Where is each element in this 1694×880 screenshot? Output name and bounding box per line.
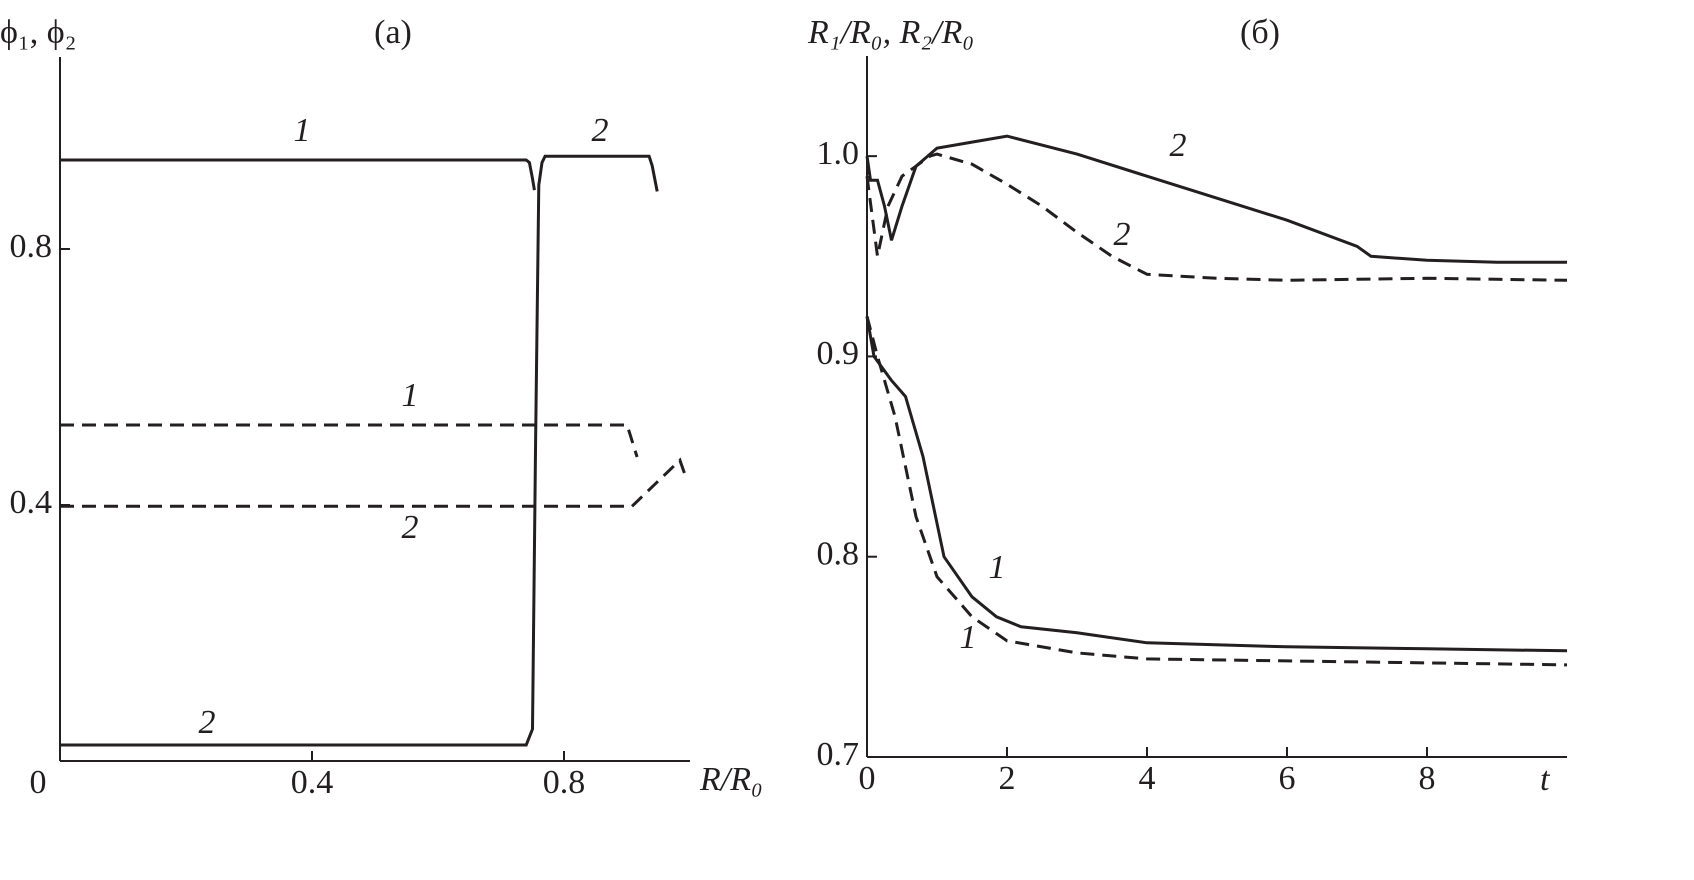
y-tick-label: 1.0 <box>817 135 860 172</box>
curve-label: 1 <box>989 549 1006 586</box>
curve <box>60 423 639 458</box>
x-tick-label: 8 <box>1419 760 1436 797</box>
x-tick-label: 0.8 <box>543 764 586 801</box>
x-tick-label: 2 <box>999 760 1016 797</box>
y-tick-label: 0.4 <box>10 484 53 521</box>
y-tick-label: 0.8 <box>817 536 860 573</box>
y-tick-label: 0.7 <box>817 736 860 773</box>
y-tick-label: 0.8 <box>10 228 53 265</box>
curve-label: 2 <box>1114 216 1131 253</box>
curve <box>865 316 1568 667</box>
x-axis-label: R/R₀ <box>699 761 763 798</box>
curve-label: 1 <box>960 619 977 656</box>
curve-label: 2 <box>1170 127 1187 164</box>
panel-title: (a) <box>374 14 412 51</box>
y-axis-label: R₁/R₀, R₂/R₀ <box>807 14 974 51</box>
curve <box>60 154 659 747</box>
curve <box>60 158 536 191</box>
curve-label: 1 <box>402 377 419 414</box>
curve-label: 2 <box>199 704 216 741</box>
curve-label: 2 <box>402 509 419 546</box>
curve <box>865 152 1568 282</box>
x-tick-label: 0 <box>859 760 876 797</box>
panel-title: (б) <box>1240 14 1280 51</box>
x-tick-label: 0.4 <box>291 764 334 801</box>
curve-label: 2 <box>592 112 609 149</box>
x-tick-label: 6 <box>1279 760 1296 797</box>
curve-label: 1 <box>294 112 311 149</box>
x-tick-label: 0 <box>30 764 47 801</box>
x-axis-label: t <box>1540 761 1551 798</box>
curve <box>865 134 1567 264</box>
curve <box>865 316 1568 653</box>
x-tick-label: 4 <box>1139 760 1156 797</box>
y-axis-label: ϕ₁, ϕ₂ <box>0 14 77 51</box>
curve <box>60 457 688 508</box>
y-tick-label: 0.9 <box>817 335 860 372</box>
